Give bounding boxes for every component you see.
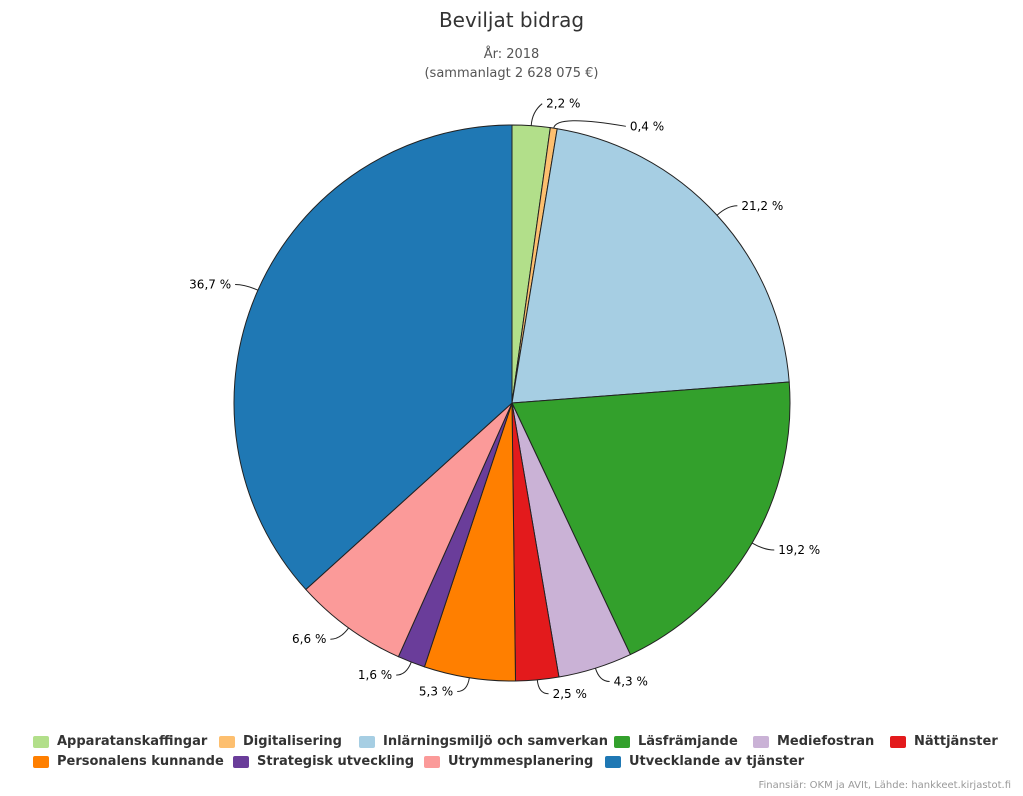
chart-subtitle-total: (sammanlagt 2 628 075 €)	[424, 66, 599, 81]
pie-slice-utrymmesplanering[interactable]	[305, 402, 513, 658]
legend-label: Läsfrämjande	[638, 734, 738, 749]
legend-swatch	[359, 735, 375, 748]
legend-item-personalens-kunnande[interactable]: Personalens kunnande	[33, 754, 224, 769]
data-label-strategisk-utveckling: 1,6 %	[358, 668, 392, 682]
legend-item-inlarningsmiljo[interactable]: Inlärningsmiljö och samverkan	[359, 734, 608, 749]
pie-slice-lasframjande[interactable]	[511, 381, 791, 656]
chart-subtitle-year: År: 2018	[483, 47, 540, 62]
data-label-utvecklande-av-tjanster: 36,7 %	[189, 278, 231, 292]
data-label-utrymmesplanering: 6,6 %	[292, 632, 326, 646]
data-label-connector	[536, 679, 549, 695]
data-label-connector	[235, 284, 259, 291]
legend-label: Apparatanskaffingar	[57, 734, 208, 749]
legend-swatch	[424, 755, 440, 768]
legend-item-utvecklande-av-tjanster[interactable]: Utvecklande av tjänster	[605, 754, 804, 769]
legend-swatch	[605, 755, 621, 768]
legend-swatch	[233, 755, 249, 768]
legend-item-lasframjande[interactable]: Läsfrämjande	[614, 734, 738, 749]
legend-swatch	[33, 755, 49, 768]
legend-item-strategisk-utveckling[interactable]: Strategisk utveckling	[233, 754, 414, 769]
legend-item-nattjanster[interactable]: Nättjänster	[890, 734, 998, 749]
data-label-connector	[396, 661, 412, 676]
legend-label: Inlärningsmiljö och samverkan	[383, 734, 608, 749]
legend-label: Digitalisering	[243, 734, 342, 749]
legend-label: Mediefostran	[777, 734, 875, 749]
data-label-connector	[594, 668, 610, 683]
data-label-connector	[716, 205, 738, 216]
legend-swatch	[753, 735, 769, 748]
data-label-lasframjande: 19,2 %	[778, 543, 820, 557]
legend-swatch	[614, 735, 630, 748]
legend-swatch	[33, 735, 49, 748]
data-label-connector	[330, 627, 350, 640]
legend-label: Strategisk utveckling	[257, 754, 415, 769]
pie-chart: 2,2 % 0,4 % 21,2 % 19,2 % 4,3 % 2,5 % 5,3 % 1,6…	[189, 97, 820, 701]
data-label-connector	[457, 677, 470, 693]
legend-label: Utrymmesplanering	[448, 754, 594, 769]
legend-swatch	[219, 735, 235, 748]
data-label-connector	[751, 542, 775, 551]
legend-item-digitalisering[interactable]: Digitalisering	[219, 734, 342, 749]
data-label-nattjanster: 2,5 %	[553, 687, 587, 701]
data-label-connector	[553, 120, 626, 129]
legend-swatch	[890, 735, 906, 748]
data-label-apparatanskaffingar: 2,2 %	[546, 97, 580, 111]
data-label-digitalisering: 0,4 %	[630, 119, 664, 133]
legend-label: Utvecklande av tjänster	[629, 754, 805, 769]
credits[interactable]: Finansiär: OKM ja AVIt, Lähde: hankkeet.…	[758, 780, 1011, 791]
data-label-inlarningsmiljo-och-samverkan: 21,2 %	[741, 199, 783, 213]
legend-item-mediefostran[interactable]: Mediefostran	[753, 734, 874, 749]
pie-slice-inlarningsmiljo-och-samverkan[interactable]	[511, 128, 790, 404]
data-label-mediefostran: 4,3 %	[614, 675, 648, 689]
legend-label: Nättjänster	[914, 734, 998, 749]
data-label-personalens-kunnande: 5,3 %	[419, 685, 453, 699]
legend-item-apparatanskaffingar[interactable]: Apparatanskaffingar	[33, 734, 207, 749]
chart-title: Beviljat bidrag	[438, 8, 585, 32]
legend-item-utrymmesplanering[interactable]: Utrymmesplanering	[424, 754, 593, 769]
data-label-connector	[530, 103, 543, 126]
pie-slice-utvecklande-av-tjanster[interactable]	[233, 124, 513, 590]
legend-label: Personalens kunnande	[57, 754, 224, 769]
